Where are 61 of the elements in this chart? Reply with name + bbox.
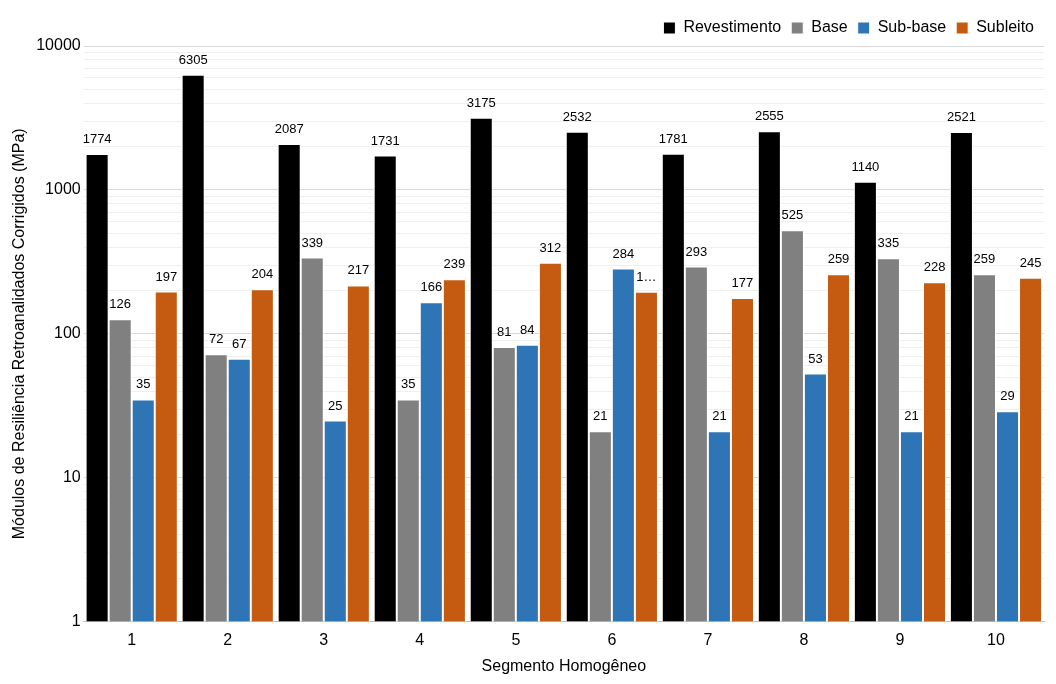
- data-label: 6305: [178, 51, 208, 67]
- y-tick-label: 1000: [45, 180, 81, 198]
- data-label: 1781: [658, 130, 688, 146]
- data-label: 197: [155, 268, 178, 284]
- data-label: 126: [109, 296, 132, 312]
- data-label: 21: [593, 408, 608, 424]
- y-tick-label: 1: [71, 612, 81, 630]
- data-label: 1774: [82, 131, 112, 147]
- data-label: 21: [712, 408, 727, 424]
- data-label: 2521: [946, 109, 976, 125]
- data-label: 204: [251, 266, 274, 282]
- data-label: 217: [347, 262, 370, 278]
- data-label: 525: [781, 207, 804, 223]
- data-label: 259: [973, 251, 996, 267]
- data-label: 284: [612, 245, 635, 261]
- legend-label: Base: [811, 18, 848, 36]
- x-tick-label: 3: [319, 630, 329, 648]
- data-label: 228: [923, 259, 946, 275]
- x-tick-label: 7: [703, 630, 713, 648]
- data-label: 81: [497, 324, 512, 340]
- data-label: 293: [685, 243, 708, 259]
- data-label: 84: [520, 321, 535, 337]
- data-label: 166: [420, 279, 443, 295]
- data-label: 1731: [370, 132, 400, 148]
- legend-label: Subleito: [976, 18, 1035, 36]
- legend-label: Sub-base: [877, 18, 947, 36]
- data-label: 35: [401, 376, 416, 392]
- data-label: 312: [539, 239, 562, 255]
- legend-label: Revestimento: [683, 18, 782, 36]
- x-tick-label: 6: [607, 630, 617, 648]
- y-tick-label: 10: [62, 468, 81, 486]
- data-label: 2555: [754, 108, 784, 124]
- x-tick-label: 4: [415, 630, 425, 648]
- data-label: 35: [136, 376, 151, 392]
- data-label: 177: [731, 275, 754, 291]
- y-tick-label: 10000: [36, 36, 81, 54]
- x-tick-label: 10: [987, 630, 1005, 648]
- x-tick-label: 9: [895, 630, 905, 648]
- data-label: 1140: [851, 158, 880, 174]
- data-label: 1…: [636, 268, 657, 284]
- data-label: 2532: [562, 108, 592, 124]
- x-tick-label: 1: [127, 630, 137, 648]
- data-label: 72: [208, 331, 224, 347]
- data-label: 3175: [466, 94, 496, 110]
- data-label: 339: [301, 234, 324, 250]
- data-label: 259: [827, 251, 850, 267]
- x-tick-label: 2: [223, 630, 233, 648]
- data-label: 53: [808, 350, 823, 366]
- data-label: 29: [1000, 388, 1015, 404]
- data-label: 245: [1019, 254, 1042, 270]
- data-label: 335: [877, 235, 900, 251]
- y-tick-label: 100: [53, 324, 81, 342]
- x-axis-title: Segmento Homogêneo: [481, 656, 647, 674]
- data-label: 25: [328, 397, 343, 413]
- data-label: 67: [232, 335, 247, 351]
- data-label: 239: [443, 256, 466, 272]
- x-tick-label: 5: [511, 630, 521, 648]
- x-tick-label: 8: [799, 630, 809, 648]
- data-label: 2087: [274, 121, 304, 136]
- y-axis-title: Módulos de Resiliência Retroanalidados Corrigidos (MPa): [10, 128, 28, 540]
- data-label: 21: [904, 408, 919, 424]
